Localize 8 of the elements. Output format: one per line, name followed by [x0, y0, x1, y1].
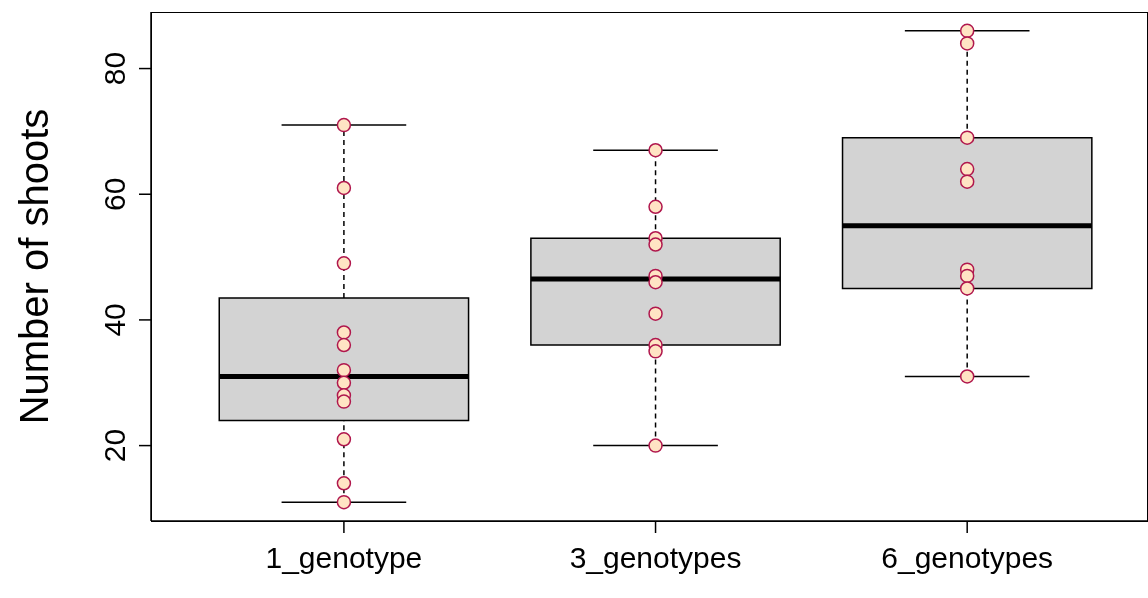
y-tick-label: 40: [98, 303, 131, 337]
y-tick-label: 60: [98, 177, 131, 211]
x-tick-label: 1_genotype: [265, 541, 423, 575]
x-tick-label: 6_genotypes: [881, 541, 1054, 575]
y-tick-label: 20: [98, 428, 131, 463]
x-tick-label: 3_genotypes: [569, 541, 742, 575]
y-axis-title: Number of shoots: [12, 108, 57, 425]
y-tick-label: 80: [98, 51, 131, 86]
